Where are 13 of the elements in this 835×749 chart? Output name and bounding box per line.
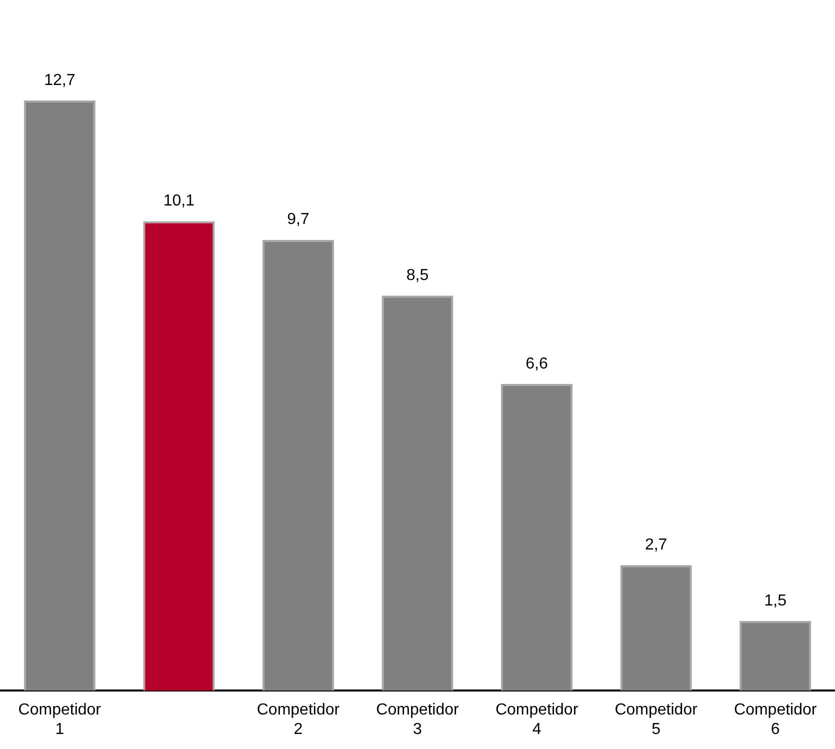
x-tick-label: Competidor 5 bbox=[614, 702, 698, 738]
data-label: 12,7 bbox=[44, 72, 76, 89]
data-label: 2,7 bbox=[644, 536, 668, 554]
data-label: 1,5 bbox=[764, 592, 787, 610]
x-tick-label: Competidor 1 bbox=[18, 702, 102, 738]
x-tick-label: Competidor 2 bbox=[256, 702, 340, 738]
data-label: 10,1 bbox=[163, 192, 195, 210]
x-tick-label: Competidor 6 bbox=[734, 702, 818, 738]
data-label: 8,5 bbox=[406, 267, 429, 284]
x-tick-label: Competidor 4 bbox=[495, 702, 579, 738]
x-tick-label: Competidor 3 bbox=[376, 702, 460, 738]
data-label: 9,7 bbox=[287, 211, 310, 228]
data-label: 6,6 bbox=[526, 355, 548, 372]
